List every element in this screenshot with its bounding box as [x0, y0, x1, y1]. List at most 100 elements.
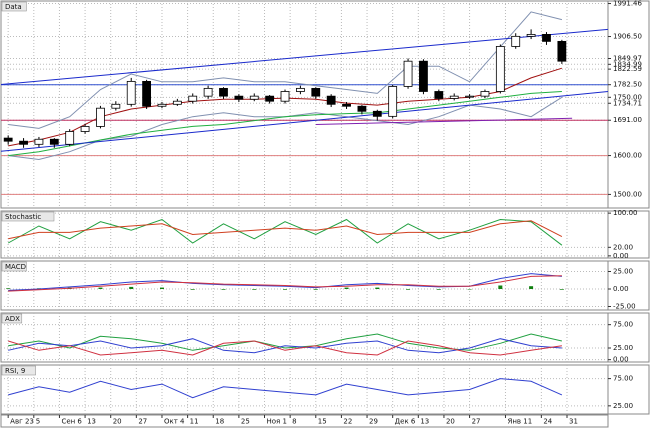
x-tick-label: 27: [138, 418, 147, 426]
histogram-bar: [252, 289, 257, 290]
y-tick-label: 1500.00: [613, 190, 642, 198]
panel-frame: [0, 0, 609, 209]
candle-body: [3, 137, 13, 142]
indicator-line: [8, 378, 563, 399]
candle-body: [172, 100, 182, 105]
y-tick-label: 0.00: [613, 252, 629, 260]
panel-title-box: [1, 365, 36, 376]
y-tick-label: 75.00: [613, 321, 633, 329]
panel-frame: [0, 364, 609, 415]
candle-body: [511, 35, 521, 47]
panel-frame: [0, 210, 609, 259]
candle-body: [126, 80, 136, 105]
y-tick-label: -25.00: [613, 303, 636, 311]
y-tick-label: 25.00: [613, 344, 633, 352]
candle-body: [419, 60, 428, 92]
candle-body: [495, 46, 505, 92]
histogram-bar: [221, 289, 226, 290]
histogram-bar: [98, 287, 103, 289]
candle-body: [157, 103, 167, 107]
x-tick-label: 13: [87, 418, 96, 426]
candle-body: [388, 86, 398, 117]
x-tick-label: 8: [292, 418, 296, 426]
histogram-bar: [129, 286, 134, 289]
y-tick-label: 1822.59: [613, 65, 642, 73]
candle-body: [342, 103, 351, 107]
candle-body: [111, 103, 121, 109]
histogram-bar: [559, 289, 564, 290]
histogram-bar: [313, 289, 318, 290]
x-tick-label: 5: [36, 418, 40, 426]
candle-body: [96, 107, 105, 127]
x-tick-label: 20: [113, 418, 122, 426]
histogram-bar: [436, 289, 441, 290]
candle-body: [203, 87, 213, 97]
panel-frame: [0, 260, 609, 311]
histogram-bar: [467, 289, 472, 290]
y-tick-label: 0.00: [613, 356, 629, 364]
axis-strip: [607, 210, 650, 259]
x-tick-label: 27: [472, 418, 481, 426]
indicator-line: [8, 333, 563, 351]
candle-body: [465, 95, 474, 98]
indicator-line: [8, 338, 562, 354]
y-tick-label: 1750.00: [613, 93, 642, 101]
candle-body: [34, 138, 44, 145]
x-tick-label: 29: [369, 418, 378, 426]
histogram-bar: [406, 289, 411, 290]
axis-strip: [607, 312, 650, 363]
axis-strip: [607, 260, 650, 311]
candle-body: [49, 138, 59, 145]
candle-body: [280, 91, 290, 102]
panel-title-box: [1, 1, 27, 12]
candle-body: [372, 110, 382, 117]
candle-body: [80, 126, 90, 132]
candle-body: [65, 131, 75, 145]
histogram-bar: [159, 287, 164, 289]
y-tick-label: 0.00: [613, 285, 629, 293]
histogram-bar: [529, 286, 534, 289]
panel-title-box: [1, 261, 27, 272]
candle-body: [249, 95, 259, 100]
x-tick-label: 15: [318, 418, 327, 426]
y-tick-label: 1782.50: [613, 81, 642, 89]
x-tick-label: 24: [543, 418, 552, 426]
panel-title: MACD: [5, 263, 26, 271]
candle-body: [403, 60, 413, 87]
candle-body: [434, 91, 444, 99]
x-tick-label: Дек 6: [395, 418, 416, 426]
indicator-line: [8, 220, 563, 240]
date-axis: [0, 414, 609, 428]
y-tick-label: 1906.50: [613, 33, 642, 41]
panel-title: Data: [5, 3, 22, 11]
indicator-line: [8, 340, 562, 356]
x-tick-label: Сен 6: [61, 418, 82, 426]
histogram-bar: [498, 285, 503, 289]
y-tick-label: 1600.00: [613, 152, 642, 160]
y-tick-label: 20.00: [613, 243, 633, 251]
candle-body: [480, 91, 490, 97]
candle-body: [295, 87, 305, 92]
y-tick-label: 1991.46: [613, 0, 642, 8]
candle-body: [265, 95, 275, 102]
y-tick-label: 1834.99: [613, 60, 642, 68]
x-tick-label: 22: [343, 418, 352, 426]
y-tick-label: 75.00: [613, 375, 633, 383]
y-tick-label: 25.00: [613, 268, 633, 276]
candle-body: [557, 40, 567, 62]
y-tick-label: 25.00: [613, 402, 633, 410]
x-tick-label: Окт 4: [164, 418, 185, 426]
histogram-bar: [375, 287, 380, 289]
axis-strip: [607, 364, 650, 415]
y-tick-label: 1849.97: [613, 54, 642, 62]
candle-body: [19, 140, 28, 145]
x-tick-label: 11: [190, 418, 199, 426]
candle-body: [326, 95, 336, 105]
candle-body: [188, 95, 198, 102]
indicator-line: [8, 91, 562, 157]
x-tick-label: Ноя 1: [267, 418, 287, 426]
histogram-bar: [344, 287, 349, 289]
histogram-bar: [190, 289, 195, 290]
panel-title: Stochastic: [5, 213, 41, 221]
